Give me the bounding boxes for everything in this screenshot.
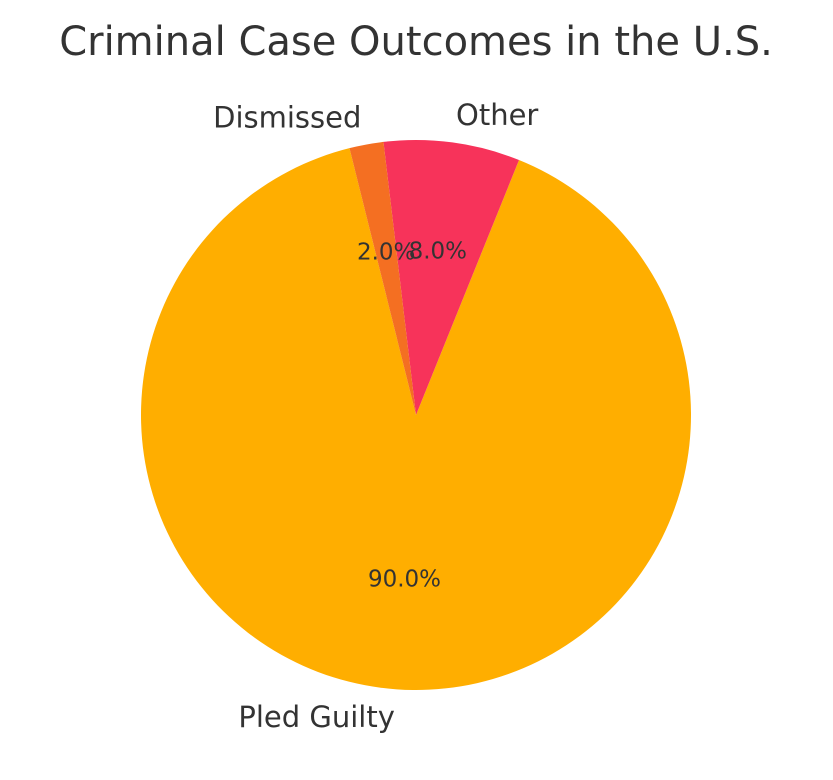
pct-label-other: 8.0%	[409, 238, 467, 264]
pct-label-pled-guilty: 90.0%	[368, 567, 441, 593]
slice-pled-guilty	[140, 148, 691, 690]
pie-labels: Pled Guilty 90.0% Other 8.0% Dismissed 2.0%	[213, 98, 538, 734]
slice-dismissed	[349, 141, 416, 415]
pie-slices	[140, 140, 691, 690]
slice-label-other: Other	[456, 98, 538, 132]
slice-other	[383, 140, 520, 415]
slice-label-dismissed: Dismissed	[213, 100, 361, 134]
slice-label-pled-guilty: Pled Guilty	[238, 700, 395, 734]
chart-title: Criminal Case Outcomes in the U.S.	[59, 19, 773, 65]
pct-label-dismissed: 2.0%	[357, 240, 415, 266]
